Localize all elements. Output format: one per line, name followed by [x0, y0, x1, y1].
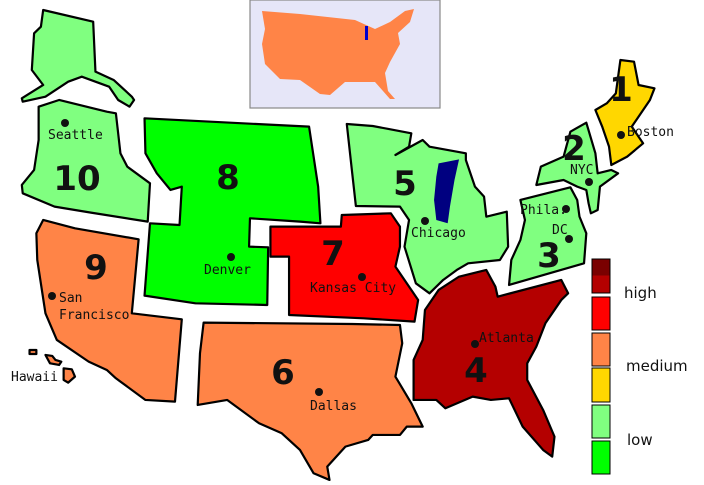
legend-swatch-medium-low: [591, 367, 611, 403]
region-10-alaska[interactable]: [22, 10, 134, 107]
city-dot-phila: [562, 205, 570, 213]
region-8[interactable]: [145, 118, 321, 305]
city-dot-dc: [565, 235, 573, 243]
city-label-dallas: Dallas: [310, 399, 357, 414]
lake-michigan: [434, 159, 460, 224]
region-number-5: 5: [393, 164, 417, 204]
city-dot-chicago: [421, 217, 429, 225]
inset-us-shape: [262, 9, 414, 99]
city-dot-denver: [227, 253, 235, 261]
region-10[interactable]: [22, 100, 150, 222]
legend-swatch-medium: [591, 332, 611, 367]
legend-label-high: high: [624, 284, 657, 302]
city-dot-dallas: [315, 388, 323, 396]
city-label-kansas-city: Kansas City: [310, 281, 396, 296]
legend-swatch-low: [591, 404, 611, 439]
inset-map: [249, 0, 441, 109]
city-label-dc: DC: [552, 223, 568, 238]
region-5[interactable]: [347, 124, 508, 293]
region-number-2: 2: [562, 129, 586, 169]
region-4[interactable]: [414, 270, 569, 457]
city-label-denver: Denver: [204, 263, 251, 278]
region-1[interactable]: [595, 60, 654, 165]
legend-swatch-high-dark-shade: [592, 259, 610, 276]
city-markers: Seattle Boston NYC Phila. DC Chicago Den…: [11, 119, 674, 414]
city-label-atlanta: Atlanta: [479, 331, 534, 346]
region-number-8: 8: [216, 158, 240, 198]
inset-lake: [365, 26, 368, 40]
label-hawaii: Hawaii: [11, 370, 58, 385]
city-label-phila: Phila.: [520, 203, 567, 218]
region-number-4: 4: [464, 351, 488, 391]
region-number-10: 10: [53, 159, 100, 199]
region-number-7: 7: [321, 234, 345, 274]
region-9[interactable]: [36, 220, 181, 402]
city-dot-atlanta: [471, 340, 479, 348]
legend: high medium low: [591, 258, 688, 475]
city-label-san-francisco-1: San: [59, 291, 82, 306]
city-dot-kansas-city: [358, 273, 366, 281]
city-dot-san-francisco: [48, 292, 56, 300]
hawaii-islands: [30, 350, 75, 383]
region-2[interactable]: [536, 123, 618, 214]
city-dot-seattle: [61, 119, 69, 127]
region-number-9: 9: [84, 248, 108, 288]
region-number-6: 6: [271, 353, 295, 393]
city-label-san-francisco-2: Francisco: [59, 308, 129, 323]
legend-label-medium: medium: [626, 357, 688, 375]
city-label-chicago: Chicago: [411, 226, 466, 241]
region-7[interactable]: [270, 213, 418, 321]
city-dot-boston: [617, 131, 625, 139]
city-label-seattle: Seattle: [48, 128, 103, 143]
legend-swatch-lowest: [591, 440, 611, 475]
city-dot-nyc: [585, 178, 593, 186]
region-number-1: 1: [609, 70, 633, 110]
city-label-boston: Boston: [627, 125, 674, 140]
city-label-nyc: NYC: [570, 163, 593, 178]
region-number-3: 3: [537, 236, 561, 276]
legend-label-low: low: [627, 431, 653, 449]
legend-swatch-high: [591, 296, 611, 331]
region-6[interactable]: [198, 323, 423, 480]
